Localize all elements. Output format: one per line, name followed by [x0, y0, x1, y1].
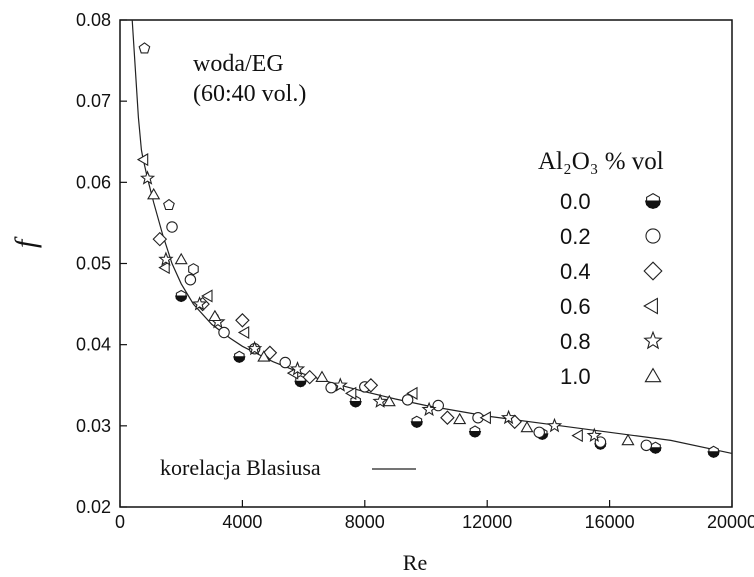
legend-entry-label: 1.0	[560, 364, 591, 389]
marker-fill	[644, 200, 662, 209]
marker-star	[500, 409, 517, 425]
y-tick-label: 0.03	[76, 416, 111, 436]
legend-title: Al₂O₃ % vol	[538, 148, 664, 175]
marker-half-filled-pentagon	[468, 425, 482, 438]
marker-circle	[432, 399, 444, 412]
marker-fill	[233, 356, 246, 363]
x-tick-label: 8000	[345, 512, 385, 532]
y-tick-label: 0.08	[76, 10, 111, 30]
x-tick-label: 20000	[707, 512, 754, 532]
marker-diamond	[152, 231, 168, 247]
marker-triangle-up	[382, 394, 396, 407]
marker-triangle-left	[571, 428, 583, 443]
marker-circle	[279, 356, 291, 369]
marker-triangle-up	[257, 350, 271, 362]
legend-entry-label: 0.8	[560, 329, 591, 354]
marker-star	[289, 360, 306, 376]
marker-star	[332, 377, 348, 392]
annotation-fluid-line2: (60:40 vol.)	[193, 81, 306, 107]
marker-half-filled-pentagon	[175, 289, 188, 303]
marker-circle	[645, 228, 661, 244]
marker-fill	[349, 401, 362, 408]
marker-circle	[184, 273, 197, 286]
y-axis-ticks: 0.02 0.03 0.04 0.05 0.06 0.07 0.08	[76, 10, 127, 517]
x-axis-ticks: 0 4000 8000 12000 16000 20000	[115, 500, 754, 532]
y-tick-label: 0.07	[76, 91, 111, 111]
legend: 0.0 0.2 0.4 0.6 0.8 1.0	[560, 189, 663, 389]
data-points	[136, 42, 720, 458]
marker-star	[546, 417, 563, 433]
marker-star	[421, 401, 437, 417]
marker-triangle-left	[201, 289, 213, 303]
y-tick-label: 0.04	[76, 335, 111, 355]
marker-fill	[468, 431, 482, 438]
marker-diamond	[440, 410, 455, 425]
marker-hexagon	[188, 263, 199, 276]
marker-star	[372, 393, 388, 408]
marker-triangle-left	[345, 386, 357, 400]
legend-entry-label: 0.6	[560, 294, 591, 319]
marker-pentagon	[138, 42, 151, 54]
marker-fill	[294, 380, 307, 388]
y-axis-label: f	[9, 236, 42, 248]
marker-fill	[410, 421, 423, 428]
marker-triangle-left	[237, 325, 250, 340]
marker-star	[643, 330, 663, 350]
correlation-label: korelacja Blasiusa	[160, 455, 321, 480]
marker-triangle-left	[158, 260, 170, 275]
marker-triangle-up	[174, 252, 188, 265]
marker-triangle-up	[621, 433, 635, 446]
x-tick-label: 16000	[585, 512, 635, 532]
marker-pentagon	[163, 198, 175, 211]
x-tick-label: 4000	[222, 512, 262, 532]
marker-star	[586, 427, 602, 442]
marker-star	[247, 340, 263, 356]
marker-half-filled-pentagon	[233, 350, 246, 363]
legend-entry-label: 0.0	[560, 189, 591, 214]
x-tick-label: 0	[115, 512, 125, 532]
marker-triangle-left	[643, 297, 658, 315]
marker-triangle-up	[644, 367, 662, 383]
marker-circle	[640, 439, 653, 452]
y-tick-label: 0.06	[76, 172, 111, 192]
marker-circle	[325, 381, 337, 394]
marker-triangle-up	[520, 420, 534, 433]
marker-star	[158, 251, 174, 266]
marker-triangle-up	[453, 412, 467, 425]
marker-star	[139, 170, 156, 185]
legend-entry-label: 0.4	[560, 259, 591, 284]
marker-triangle-left	[406, 386, 418, 400]
marker-circle	[401, 394, 414, 406]
y-tick-label: 0.02	[76, 497, 111, 517]
y-tick-label: 0.05	[76, 254, 111, 274]
marker-half-filled-pentagon	[644, 192, 662, 210]
marker-triangle-up	[147, 187, 161, 200]
marker-fill	[707, 451, 720, 458]
legend-entry-label: 0.2	[560, 224, 591, 249]
marker-half-filled-pentagon	[410, 415, 423, 428]
marker-fill	[649, 447, 662, 454]
marker-diamond	[302, 369, 317, 385]
marker-triangle-left	[479, 411, 491, 425]
x-tick-label: 12000	[462, 512, 512, 532]
marker-circle	[218, 326, 230, 339]
marker-triangle-up	[208, 309, 222, 322]
marker-star	[191, 296, 208, 311]
marker-circle	[166, 221, 178, 233]
marker-triangle-left	[136, 153, 149, 167]
marker-fill	[175, 295, 188, 303]
marker-half-filled-pentagon	[349, 395, 362, 408]
marker-triangle-up	[315, 370, 329, 382]
annotation-fluid-line1: woda/EG	[193, 51, 284, 77]
marker-diamond	[643, 261, 663, 281]
marker-diamond	[235, 313, 250, 328]
marker-half-filled-pentagon	[707, 445, 720, 458]
marker-circle	[533, 426, 545, 439]
marker-diamond	[363, 378, 379, 393]
x-axis-label: Re	[403, 550, 427, 575]
